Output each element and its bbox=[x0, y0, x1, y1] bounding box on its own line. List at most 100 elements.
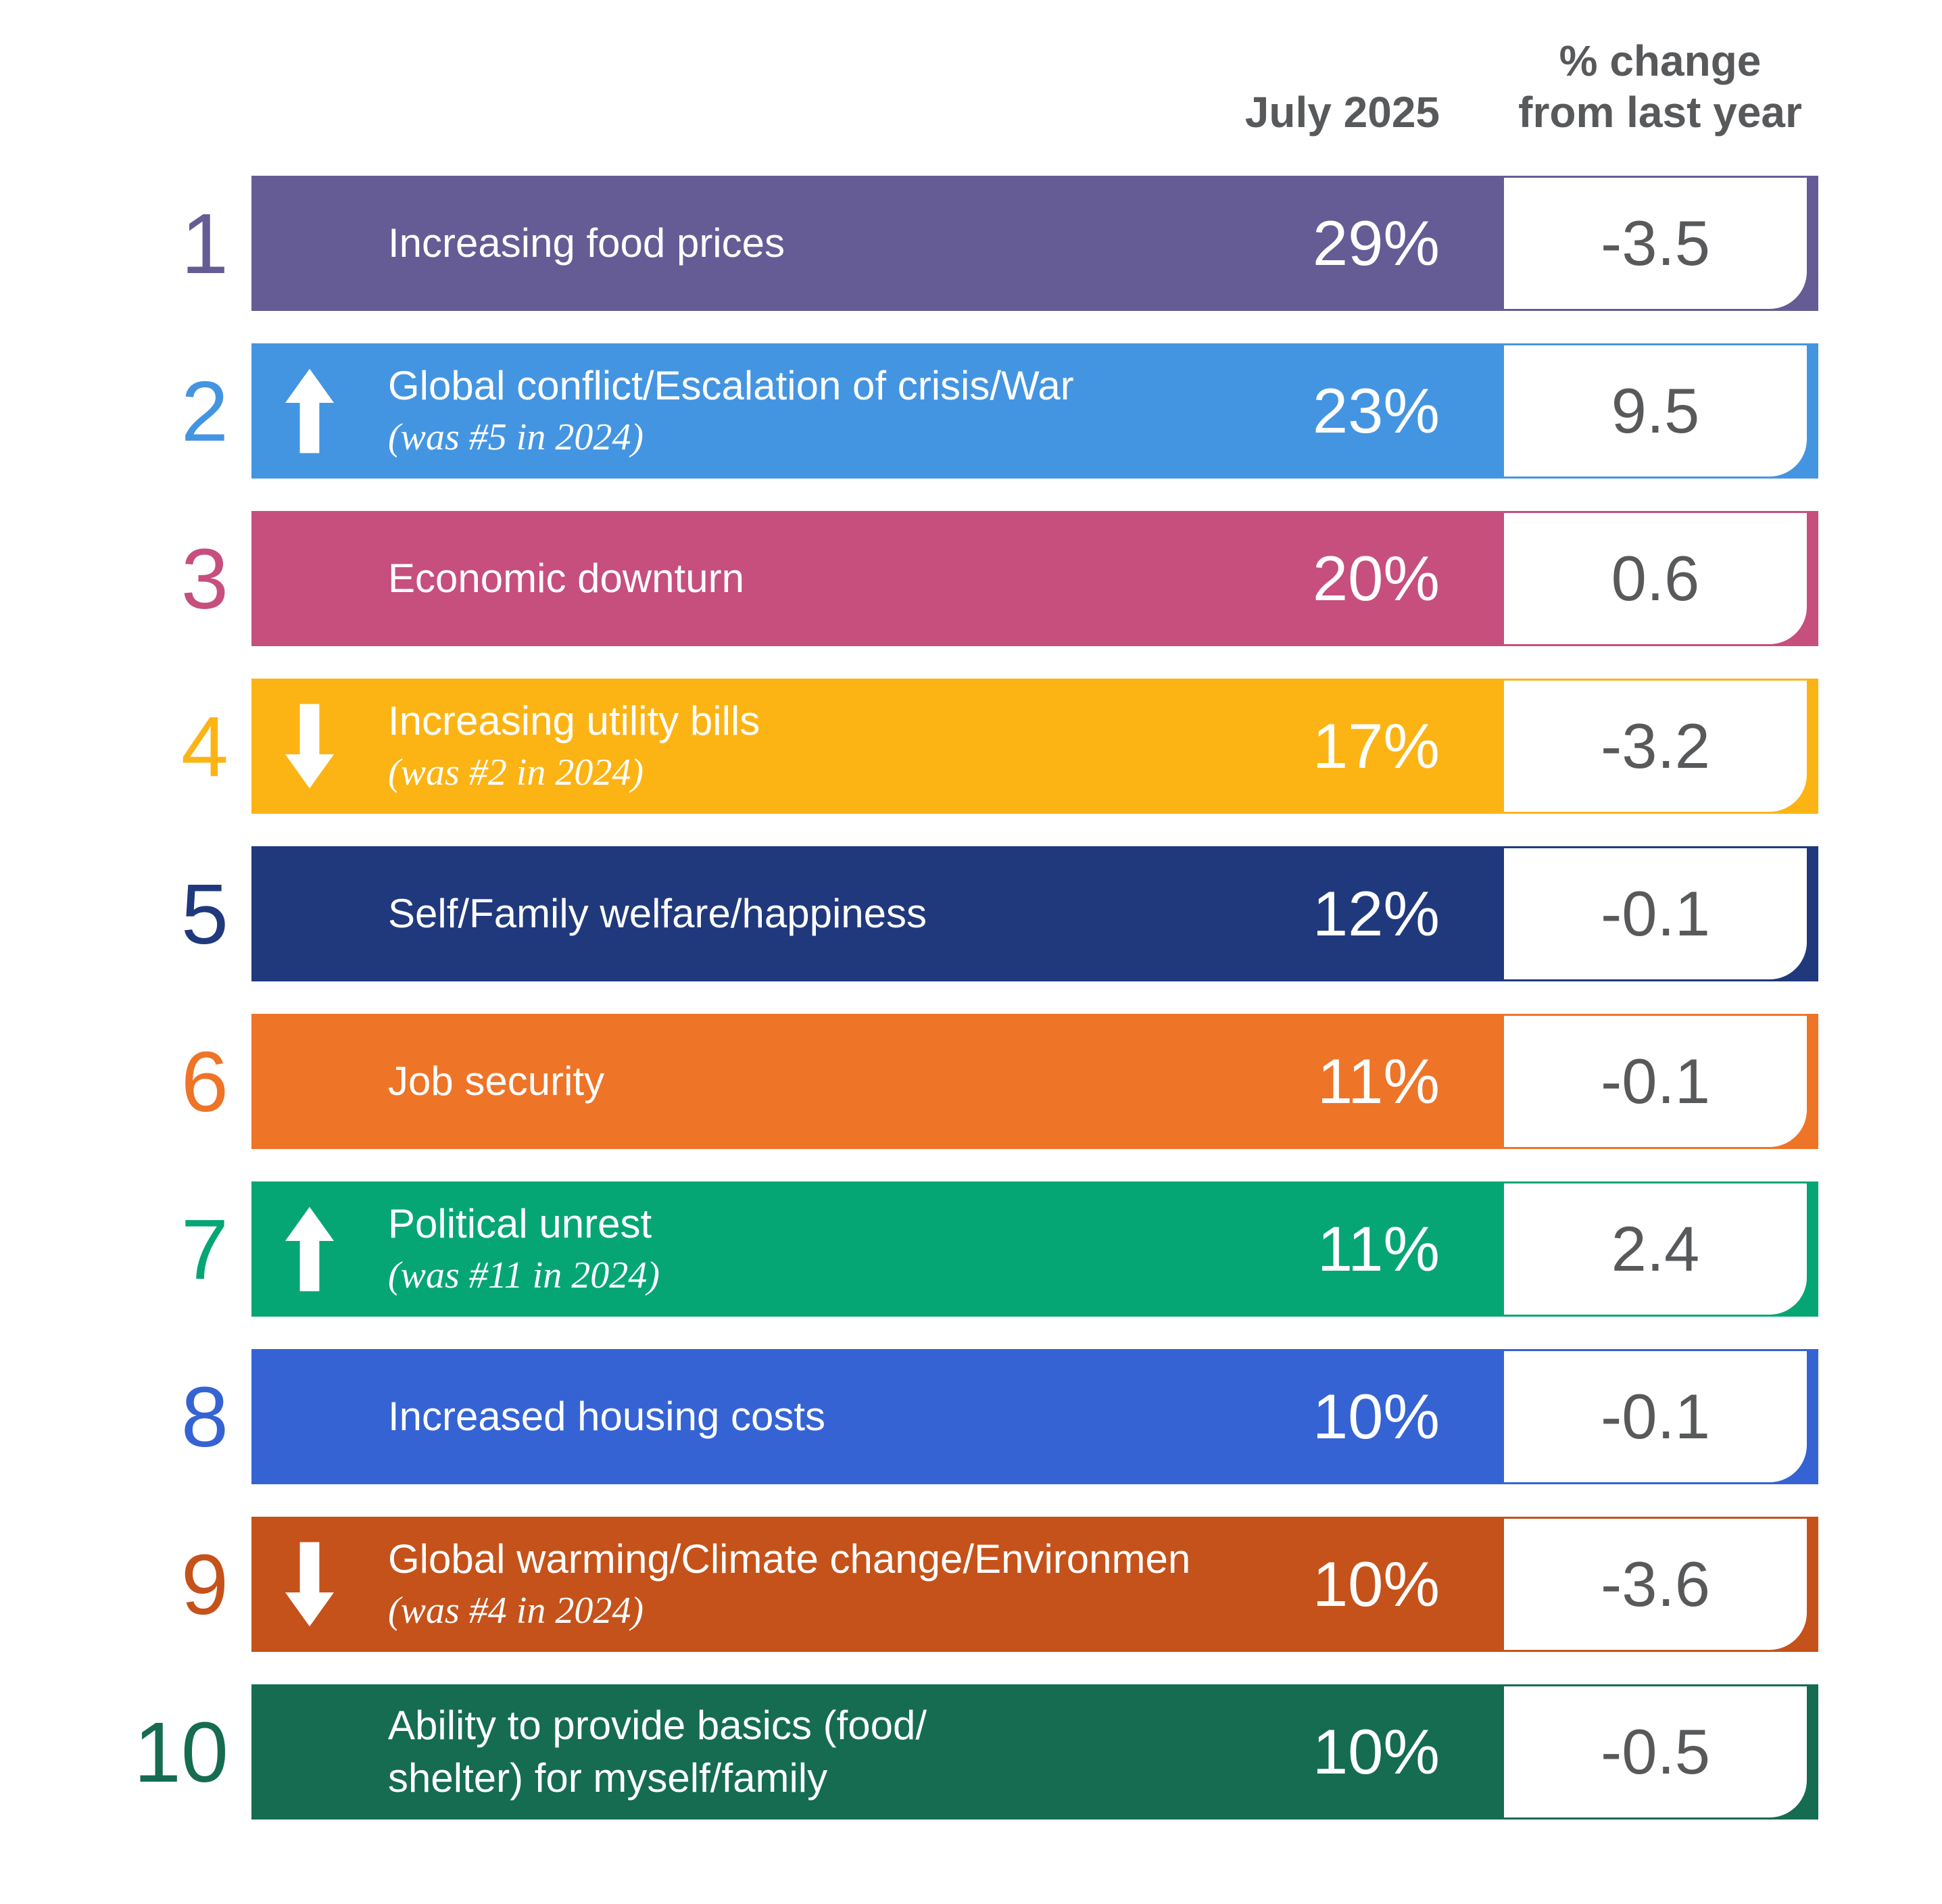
concern-labels: Increasing utility bills (was #2 in 2024… bbox=[388, 695, 760, 798]
concern-title-line2: shelter) for myself/family bbox=[388, 1755, 828, 1801]
concern-title: Ability to provide basics (food/ bbox=[388, 1703, 927, 1748]
concern-title: Self/Family welfare/happiness bbox=[388, 891, 927, 936]
change-value: 2.4 bbox=[1611, 1213, 1700, 1284]
change-box: -3.5 bbox=[1502, 176, 1809, 311]
percent-value: 12% bbox=[1312, 878, 1440, 949]
rank-number: 6 bbox=[180, 1033, 228, 1129]
down-arrow-icon bbox=[285, 702, 334, 790]
rank-row-2: 2 Global conflict/Escalation of crisis/W… bbox=[0, 343, 1942, 479]
change-cell: 0.6 bbox=[1502, 511, 1818, 646]
change-box: -0.1 bbox=[1502, 846, 1809, 981]
concern-title: Global warming/Climate change/Environmen bbox=[388, 1536, 1191, 1582]
concern-bar: Economic downturn 20% bbox=[251, 511, 1502, 646]
change-cell: 9.5 bbox=[1502, 343, 1818, 479]
column-header-july-2025: July 2025 bbox=[1244, 88, 1440, 137]
change-box: -3.6 bbox=[1502, 1517, 1809, 1652]
change-box: 0.6 bbox=[1502, 511, 1809, 646]
concern-labels: Self/Family welfare/happiness bbox=[388, 887, 927, 940]
concern-title: Increased housing costs bbox=[388, 1394, 826, 1439]
rank-row-9: 9 Global warming/Climate change/Environm… bbox=[0, 1517, 1942, 1652]
percent-value: 17% bbox=[1312, 710, 1440, 781]
rank-number: 8 bbox=[180, 1369, 228, 1465]
concern-labels: Increasing food prices bbox=[388, 217, 785, 270]
concern-labels: Job security bbox=[388, 1055, 604, 1108]
concern-labels: Political unrest (was #11 in 2024) bbox=[388, 1198, 660, 1300]
rank-number: 5 bbox=[180, 866, 228, 962]
rank-number: 3 bbox=[180, 531, 228, 627]
change-cell: -3.5 bbox=[1502, 176, 1818, 311]
rank-row-5: 5 Self/Family welfare/happiness 12% -0.1 bbox=[0, 846, 1942, 981]
concern-labels: Global warming/Climate change/Environmen… bbox=[388, 1533, 1190, 1636]
percent-value: 10% bbox=[1312, 1381, 1440, 1452]
percent-value: 10% bbox=[1312, 1548, 1440, 1619]
concern-bar: Increasing utility bills (was #2 in 2024… bbox=[251, 679, 1502, 814]
rank-row-3: 3 Economic downturn 20% 0.6 bbox=[0, 511, 1942, 646]
change-value: -0.5 bbox=[1601, 1716, 1710, 1787]
rank-rows: 1 Increasing food prices 29% -3.5 2 bbox=[0, 176, 1942, 1820]
concern-labels: Ability to provide basics (food/ shelter… bbox=[388, 1699, 927, 1805]
change-cell: -0.1 bbox=[1502, 1014, 1818, 1149]
up-arrow-icon bbox=[285, 1205, 334, 1293]
concern-labels: Economic downturn bbox=[388, 552, 744, 605]
rank-number: 2 bbox=[180, 363, 228, 459]
change-cell: -0.5 bbox=[1502, 1684, 1818, 1820]
rank-number: 7 bbox=[180, 1201, 228, 1297]
concern-bar: Increasing food prices 29% bbox=[251, 176, 1502, 311]
concern-title: Job security bbox=[388, 1058, 605, 1104]
change-value: -3.6 bbox=[1601, 1548, 1710, 1619]
concern-title: Political unrest bbox=[388, 1201, 652, 1246]
change-cell: -0.1 bbox=[1502, 1349, 1818, 1484]
percent-value: 10% bbox=[1312, 1716, 1440, 1787]
rank-number: 9 bbox=[180, 1536, 228, 1632]
concern-title: Increasing food prices bbox=[388, 220, 785, 266]
change-box: -0.1 bbox=[1502, 1349, 1809, 1484]
concern-title: Economic downturn bbox=[388, 556, 744, 601]
change-box: 9.5 bbox=[1502, 343, 1809, 479]
column-headers: July 2025 % change from last year bbox=[251, 35, 1942, 138]
percent-value: 20% bbox=[1312, 543, 1440, 614]
rank-row-7: 7 Political unrest (was #11 in 2024) 11%… bbox=[0, 1181, 1942, 1317]
rank-row-10: 10 Ability to provide basics (food/ shel… bbox=[0, 1684, 1942, 1820]
change-value: 0.6 bbox=[1611, 543, 1700, 614]
concern-title: Global conflict/Escalation of crisis/War bbox=[388, 363, 1074, 408]
rank-row-8: 8 Increased housing costs 10% -0.1 bbox=[0, 1349, 1942, 1484]
percent-value: 23% bbox=[1312, 375, 1440, 446]
concern-bar: Self/Family welfare/happiness 12% bbox=[251, 846, 1502, 981]
concern-subtitle: (was #5 in 2024) bbox=[388, 416, 644, 458]
change-cell: 2.4 bbox=[1502, 1181, 1818, 1317]
concern-labels: Increased housing costs bbox=[388, 1390, 825, 1443]
change-value: -0.1 bbox=[1601, 1046, 1710, 1117]
concern-bar: Job security 11% bbox=[251, 1014, 1502, 1149]
concern-bar: Political unrest (was #11 in 2024) 11% bbox=[251, 1181, 1502, 1317]
percent-value: 29% bbox=[1312, 208, 1440, 278]
change-box: -3.2 bbox=[1502, 679, 1809, 814]
concern-subtitle: (was #2 in 2024) bbox=[388, 752, 644, 794]
change-box: 2.4 bbox=[1502, 1181, 1809, 1317]
rank-number: 10 bbox=[133, 1704, 228, 1800]
change-cell: -3.6 bbox=[1502, 1517, 1818, 1652]
change-box: -0.5 bbox=[1502, 1684, 1809, 1820]
concern-title: Increasing utility bills bbox=[388, 698, 760, 743]
rank-number: 4 bbox=[180, 698, 228, 794]
change-value: 9.5 bbox=[1611, 375, 1700, 446]
change-value: -0.1 bbox=[1601, 878, 1710, 949]
column-header-change-line1: % change bbox=[1559, 36, 1762, 85]
rank-number: 1 bbox=[180, 195, 228, 291]
column-header-change: % change from last year bbox=[1502, 35, 1818, 138]
down-arrow-icon bbox=[285, 1540, 334, 1628]
change-cell: -0.1 bbox=[1502, 846, 1818, 981]
rank-row-4: 4 Increasing utility bills (was #2 in 20… bbox=[0, 679, 1942, 814]
percent-value: 11% bbox=[1317, 1046, 1440, 1117]
change-value: -3.2 bbox=[1601, 710, 1710, 781]
percent-value: 11% bbox=[1317, 1213, 1440, 1284]
concern-bar: Global conflict/Escalation of crisis/War… bbox=[251, 343, 1502, 479]
concern-bar: Ability to provide basics (food/ shelter… bbox=[251, 1684, 1502, 1820]
rank-row-6: 6 Job security 11% -0.1 bbox=[0, 1014, 1942, 1149]
change-cell: -3.2 bbox=[1502, 679, 1818, 814]
concern-labels: Global conflict/Escalation of crisis/War… bbox=[388, 360, 1074, 462]
up-arrow-icon bbox=[285, 367, 334, 455]
concern-bar: Increased housing costs 10% bbox=[251, 1349, 1502, 1484]
change-value: -0.1 bbox=[1601, 1381, 1710, 1452]
change-box: -0.1 bbox=[1502, 1014, 1809, 1149]
